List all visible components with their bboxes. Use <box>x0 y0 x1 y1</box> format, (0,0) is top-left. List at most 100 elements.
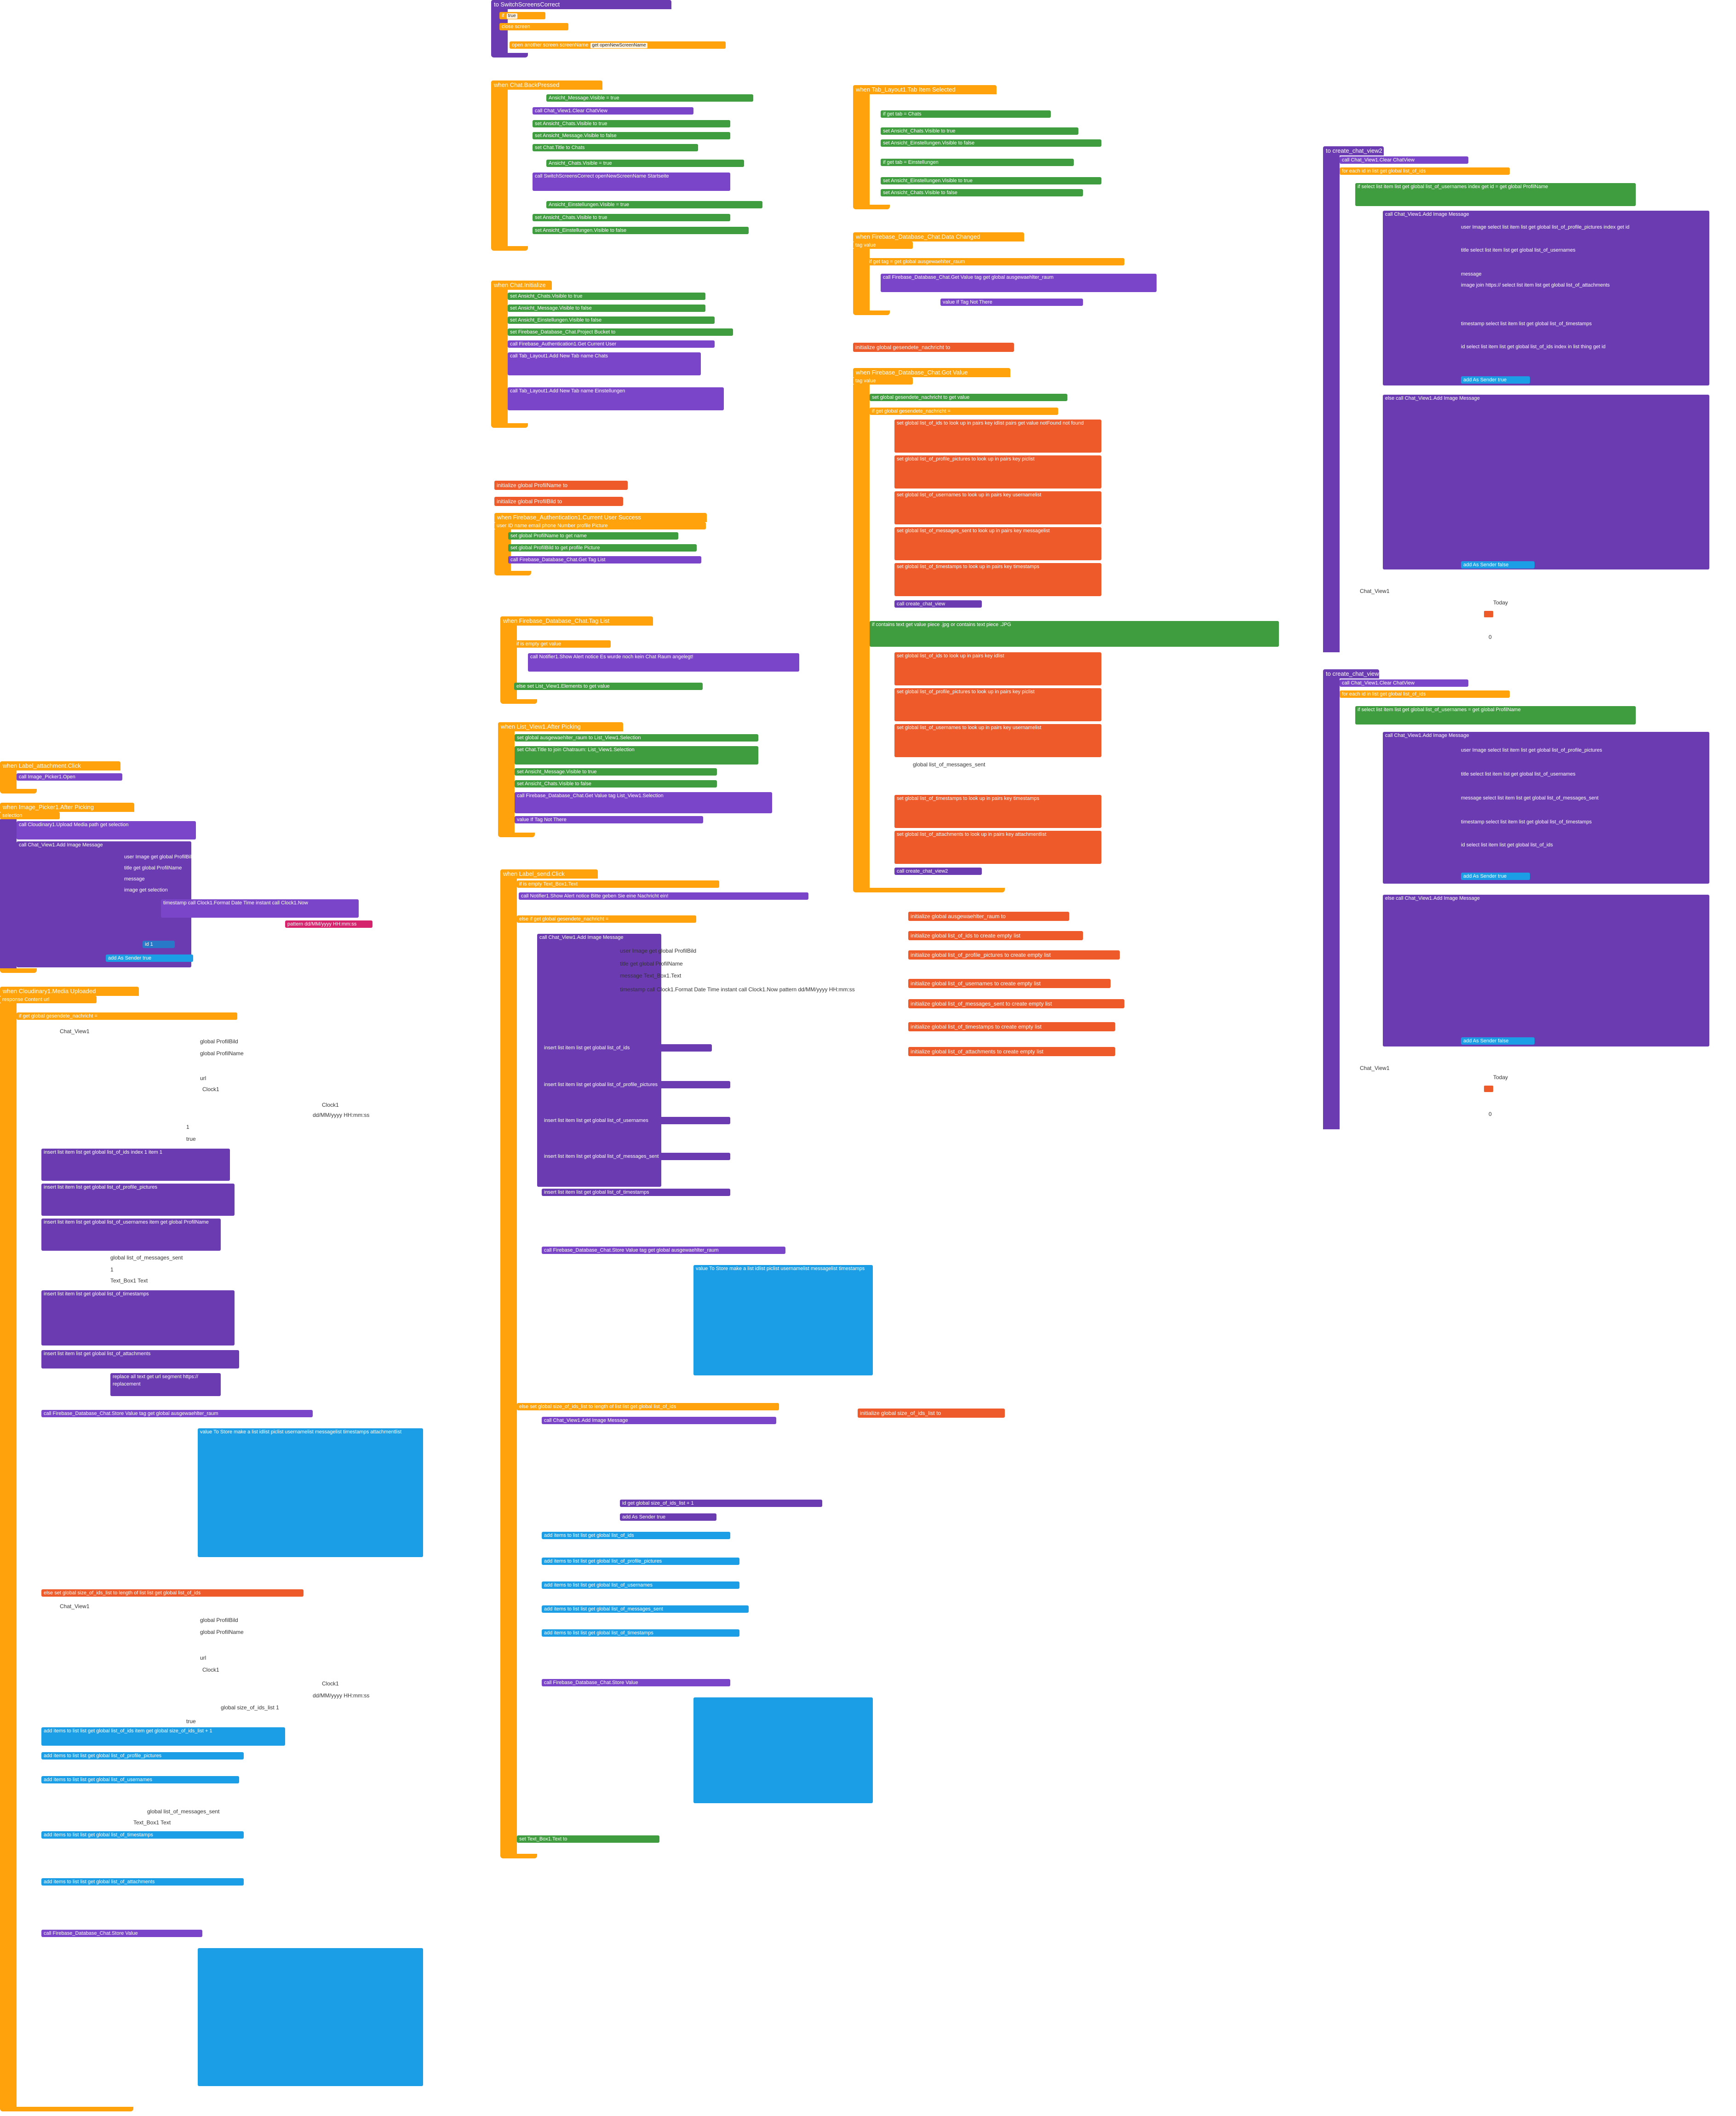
for-each[interactable]: for each id in list get global list_of_i… <box>1340 690 1510 698</box>
row[interactable]: insert list item list get global list_of… <box>542 1189 730 1196</box>
open-another-screen[interactable]: open another screen screenName get openN… <box>510 41 726 49</box>
row[interactable]: call Chat_View1.Add Image Message <box>542 1417 776 1424</box>
row[interactable]: add items to list list get global list_o… <box>41 1878 244 1886</box>
row[interactable]: call Chat_View1.Clear ChatView <box>1340 156 1468 164</box>
event-header[interactable]: when Chat.BackPressed <box>491 80 602 90</box>
row[interactable]: set Ansicht_Chats.Visible to true <box>881 127 1078 135</box>
row[interactable]: set Ansicht_Message.Visible to false <box>508 305 705 312</box>
row[interactable]: insert list item list get global list_of… <box>41 1290 235 1346</box>
row[interactable]: set Ansicht_Message.Visible to false <box>533 132 730 139</box>
row[interactable]: call Chat_View1.Clear ChatView <box>1340 679 1468 687</box>
row[interactable]: set Chat.Title to join Chatraum: List_Vi… <box>515 746 758 765</box>
row[interactable]: set global list_of_timestamps to look up… <box>894 795 1101 828</box>
row[interactable]: add items to list list get global list_o… <box>41 1831 244 1839</box>
row[interactable]: set global list_of_timestamps to look up… <box>894 563 1101 596</box>
row[interactable]: set Text_Box1.Text to <box>517 1835 659 1843</box>
row[interactable]: call create_chat_view <box>894 600 982 608</box>
row[interactable]: call create_chat_view2 <box>894 868 982 875</box>
event-header[interactable]: when Image_Picker1.After Picking <box>0 803 134 812</box>
row[interactable]: call Firebase_Database_Chat.Get Value ta… <box>881 274 1157 292</box>
row[interactable]: call Firebase_Database_Chat.Store Value <box>542 1679 730 1686</box>
row[interactable]: add As Sender true <box>106 954 193 962</box>
add-as-sender[interactable]: add As Sender true <box>1461 376 1530 384</box>
event-label-attachment-click[interactable]: when Label_attachment.Click call Image_P… <box>0 761 122 794</box>
row[interactable]: call Firebase_Authentication1.Get Curren… <box>508 340 715 348</box>
make-a-list-2[interactable] <box>198 1948 423 2086</box>
row[interactable]: if get tag = get global ausgewaehlter_ra… <box>867 258 1124 265</box>
row[interactable]: Ansicht_Chats.Visible = true <box>546 160 744 167</box>
row[interactable]: insert list item list get global list_of… <box>41 1219 221 1251</box>
row[interactable]: add items to list list get global list_o… <box>41 1752 244 1760</box>
row[interactable]: set global list_of_attachments to look u… <box>894 831 1101 864</box>
make-a-list-2[interactable] <box>693 1697 873 1803</box>
add-as-sender-false[interactable]: add As Sender false <box>1461 1037 1535 1045</box>
row[interactable]: pattern dd/MM/yyyy HH:mm:ss <box>285 920 372 928</box>
global-list-of-attachments[interactable]: initialize global list_of_attachments to… <box>908 1047 1115 1056</box>
row[interactable]: set global list_of_profile_pictures to l… <box>894 688 1101 721</box>
event-got-value[interactable]: when Firebase_Database_Chat.Got Value ta… <box>853 368 1281 892</box>
make-a-list[interactable]: value To Store make a list idlist piclis… <box>693 1265 873 1375</box>
row[interactable]: if is empty Text_Box1.Text <box>517 880 719 888</box>
row[interactable]: add items to list list get global list_o… <box>542 1532 730 1539</box>
row[interactable]: call Firebase_Database_Chat.Store Value <box>41 1930 202 1937</box>
global-profilbild[interactable]: initialize global ProfilBild to <box>494 497 623 506</box>
row[interactable]: call Notifier1.Show Alert notice Es wurd… <box>528 653 799 672</box>
row[interactable]: call Chat_View1.Clear ChatView <box>533 107 693 115</box>
row[interactable]: set Ansicht_Einstellungen.Visible to fal… <box>533 227 749 234</box>
row[interactable]: else if get global gesendete_nachricht = <box>517 915 696 923</box>
event-header[interactable]: when Label_attachment.Click <box>0 761 120 770</box>
event-cloudinary-media-uploaded[interactable]: when Cloudinary1.Media Uploaded response… <box>0 987 455 2116</box>
row[interactable]: set Ansicht_Chats.Visible to true <box>533 120 730 127</box>
add-image-message-else[interactable]: else call Chat_View1.Add Image Message <box>1383 895 1709 1046</box>
global-gesendete-nachricht[interactable]: initialize global gesendete_nachricht to <box>853 343 1014 352</box>
row[interactable]: replace all text get url segment https:/… <box>110 1373 221 1396</box>
row[interactable]: set Ansicht_Einstellungen.Visible to fal… <box>881 139 1101 147</box>
then-close-screen[interactable]: close screen <box>499 23 568 30</box>
row[interactable]: insert list item list get global list_of… <box>542 1153 730 1160</box>
row[interactable]: Ansicht_Einstellungen.Visible = true <box>546 201 762 208</box>
add-as-sender[interactable]: add As Sender true <box>1461 873 1530 880</box>
row[interactable]: call Tab_Layout1.Add New Tab name Einste… <box>508 387 724 410</box>
row[interactable]: add items to list list get global list_o… <box>542 1558 739 1565</box>
row[interactable]: set global list_of_usernames to look up … <box>894 724 1101 757</box>
row[interactable]: id get global size_of_ids_list + 1 <box>620 1500 822 1507</box>
row[interactable]: insert list item list get global list_of… <box>542 1081 730 1088</box>
row[interactable]: call Cloudinary1.Upload Media path get s… <box>17 821 196 840</box>
global-list-of-messages-sent[interactable]: initialize global list_of_messages_sent … <box>908 999 1124 1008</box>
row[interactable]: set global list_of_usernames to look up … <box>894 491 1101 524</box>
row[interactable]: add items to list list get global list_o… <box>542 1629 739 1637</box>
event-data-changed[interactable]: when Firebase_Database_Chat.Data Changed… <box>853 232 1157 315</box>
row[interactable]: if select list item list get global list… <box>1355 183 1636 206</box>
row[interactable]: timestamp call Clock1.Format Date Time i… <box>161 899 359 918</box>
make-a-list[interactable]: value To Store make a list idlist piclis… <box>198 1428 423 1557</box>
procedure-create-chat-view[interactable]: to create_chat_view call Chat_View1.Clea… <box>1323 669 1719 1129</box>
row[interactable]: value If Tag Not There <box>940 299 1083 306</box>
row[interactable]: set global list_of_ids to look up in pai… <box>894 420 1101 453</box>
add-as-sender-false[interactable]: add As Sender false <box>1461 561 1535 569</box>
event-image-picker-after-picking[interactable]: when Image_Picker1.After Picking selecti… <box>0 803 372 973</box>
row[interactable]: set Ansicht_Chats.Visible to true <box>533 214 730 221</box>
event-label-send-click[interactable]: when Label_send.Click if is empty Text_B… <box>500 869 873 1858</box>
global-list-of-ids[interactable]: initialize global list_of_ids to create … <box>908 931 1083 940</box>
procedure-header[interactable]: to SwitchScreensCorrect <box>491 0 671 9</box>
row[interactable]: set global gesendete_nachricht to get va… <box>870 394 1067 401</box>
row[interactable]: set global list_of_ids to look up in pai… <box>894 652 1101 685</box>
global-profilname[interactable]: initialize global ProfilName to <box>494 481 628 490</box>
global-list-of-profile-pictures[interactable]: initialize global list_of_profile_pictur… <box>908 950 1120 960</box>
row[interactable]: call SwitchScreensCorrect openNewScreenN… <box>533 172 730 191</box>
event-header[interactable]: when Firebase_Database_Chat.Tag List <box>500 616 653 626</box>
if-block[interactable]: if true <box>499 12 545 19</box>
add-image-message[interactable]: call Chat_View1.Add Image Message <box>1383 732 1709 884</box>
row[interactable]: id 1 <box>143 941 175 948</box>
procedure-header[interactable]: to create_chat_view <box>1323 669 1379 678</box>
row[interactable]: insert list item list get global list_of… <box>542 1044 712 1052</box>
global-list-of-timestamps[interactable]: initialize global list_of_timestamps to … <box>908 1022 1115 1031</box>
row[interactable]: else set global size_of_ids_list to leng… <box>517 1403 779 1410</box>
row[interactable]: set Ansicht_Message.Visible to true <box>515 768 717 776</box>
event-tab-selected[interactable]: when Tab_Layout1.Tab Item Selected if ge… <box>853 85 1101 209</box>
row[interactable]: if contains text get value piece .jpg or… <box>870 621 1279 647</box>
row[interactable]: insert list item list get global list_of… <box>542 1117 730 1124</box>
row[interactable]: Ansicht_Message.Visible = true <box>546 94 753 102</box>
global-ausgewaehlter-raum[interactable]: initialize global ausgewaehlter_raum to <box>908 912 1069 921</box>
row[interactable]: else set global size_of_ids_list to leng… <box>41 1589 304 1597</box>
